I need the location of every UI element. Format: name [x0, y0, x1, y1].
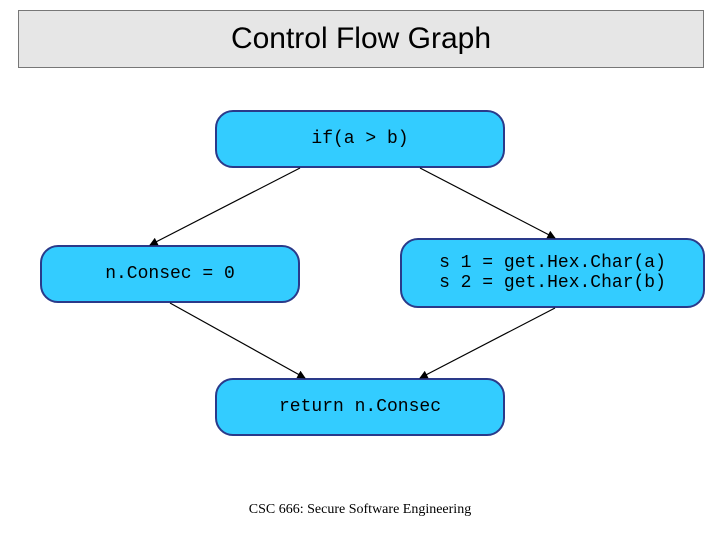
slide: Control Flow Graph if(a > b) n.Consec = … — [0, 0, 720, 540]
page-title: Control Flow Graph — [231, 22, 491, 56]
node-if: if(a > b) — [215, 110, 505, 168]
edge-n2-n4 — [170, 303, 305, 378]
node-return-label: return n.Consec — [279, 397, 441, 417]
node-return: return n.Consec — [215, 378, 505, 436]
node-if-label: if(a > b) — [311, 129, 408, 149]
node-consec-label: n.Consec = 0 — [105, 264, 235, 284]
edge-n1-n3 — [420, 168, 555, 238]
edge-n3-n4 — [420, 308, 555, 378]
edge-n1-n2 — [150, 168, 300, 245]
footer-text: CSC 666: Secure Software Engineering — [0, 502, 720, 518]
node-consec: n.Consec = 0 — [40, 245, 300, 303]
node-hex: s 1 = get.Hex.Char(a) s 2 = get.Hex.Char… — [400, 238, 705, 308]
title-bar: Control Flow Graph — [18, 10, 704, 68]
node-hex-label: s 1 = get.Hex.Char(a) s 2 = get.Hex.Char… — [439, 253, 666, 293]
